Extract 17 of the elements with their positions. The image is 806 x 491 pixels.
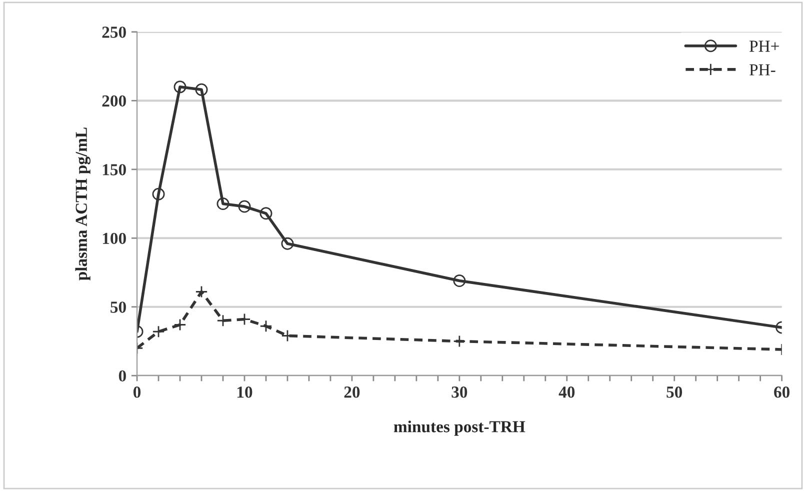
x-tick-label: 0 xyxy=(133,386,141,398)
y-tick-label: 150 xyxy=(102,164,126,176)
y-tick-label: 0 xyxy=(118,370,126,382)
y-tick-label: 200 xyxy=(102,95,126,107)
x-tick-label: 60 xyxy=(774,386,790,398)
legend-label: PH- xyxy=(749,64,776,76)
x-tick-label: 40 xyxy=(558,386,575,398)
y-tick-label: 100 xyxy=(102,232,126,244)
x-axis-title: minutes post-TRH xyxy=(394,420,526,436)
x-tick-label: 20 xyxy=(344,386,360,398)
legend-label: PH+ xyxy=(749,40,779,52)
y-tick-label: 250 xyxy=(102,26,126,38)
x-tick-label: 50 xyxy=(666,386,682,398)
y-axis-title: plasma ACTH pg/mL xyxy=(75,128,90,280)
x-tick-label: 10 xyxy=(237,386,252,398)
x-tick-label: 30 xyxy=(452,386,468,398)
y-tick-label: 50 xyxy=(110,302,126,313)
